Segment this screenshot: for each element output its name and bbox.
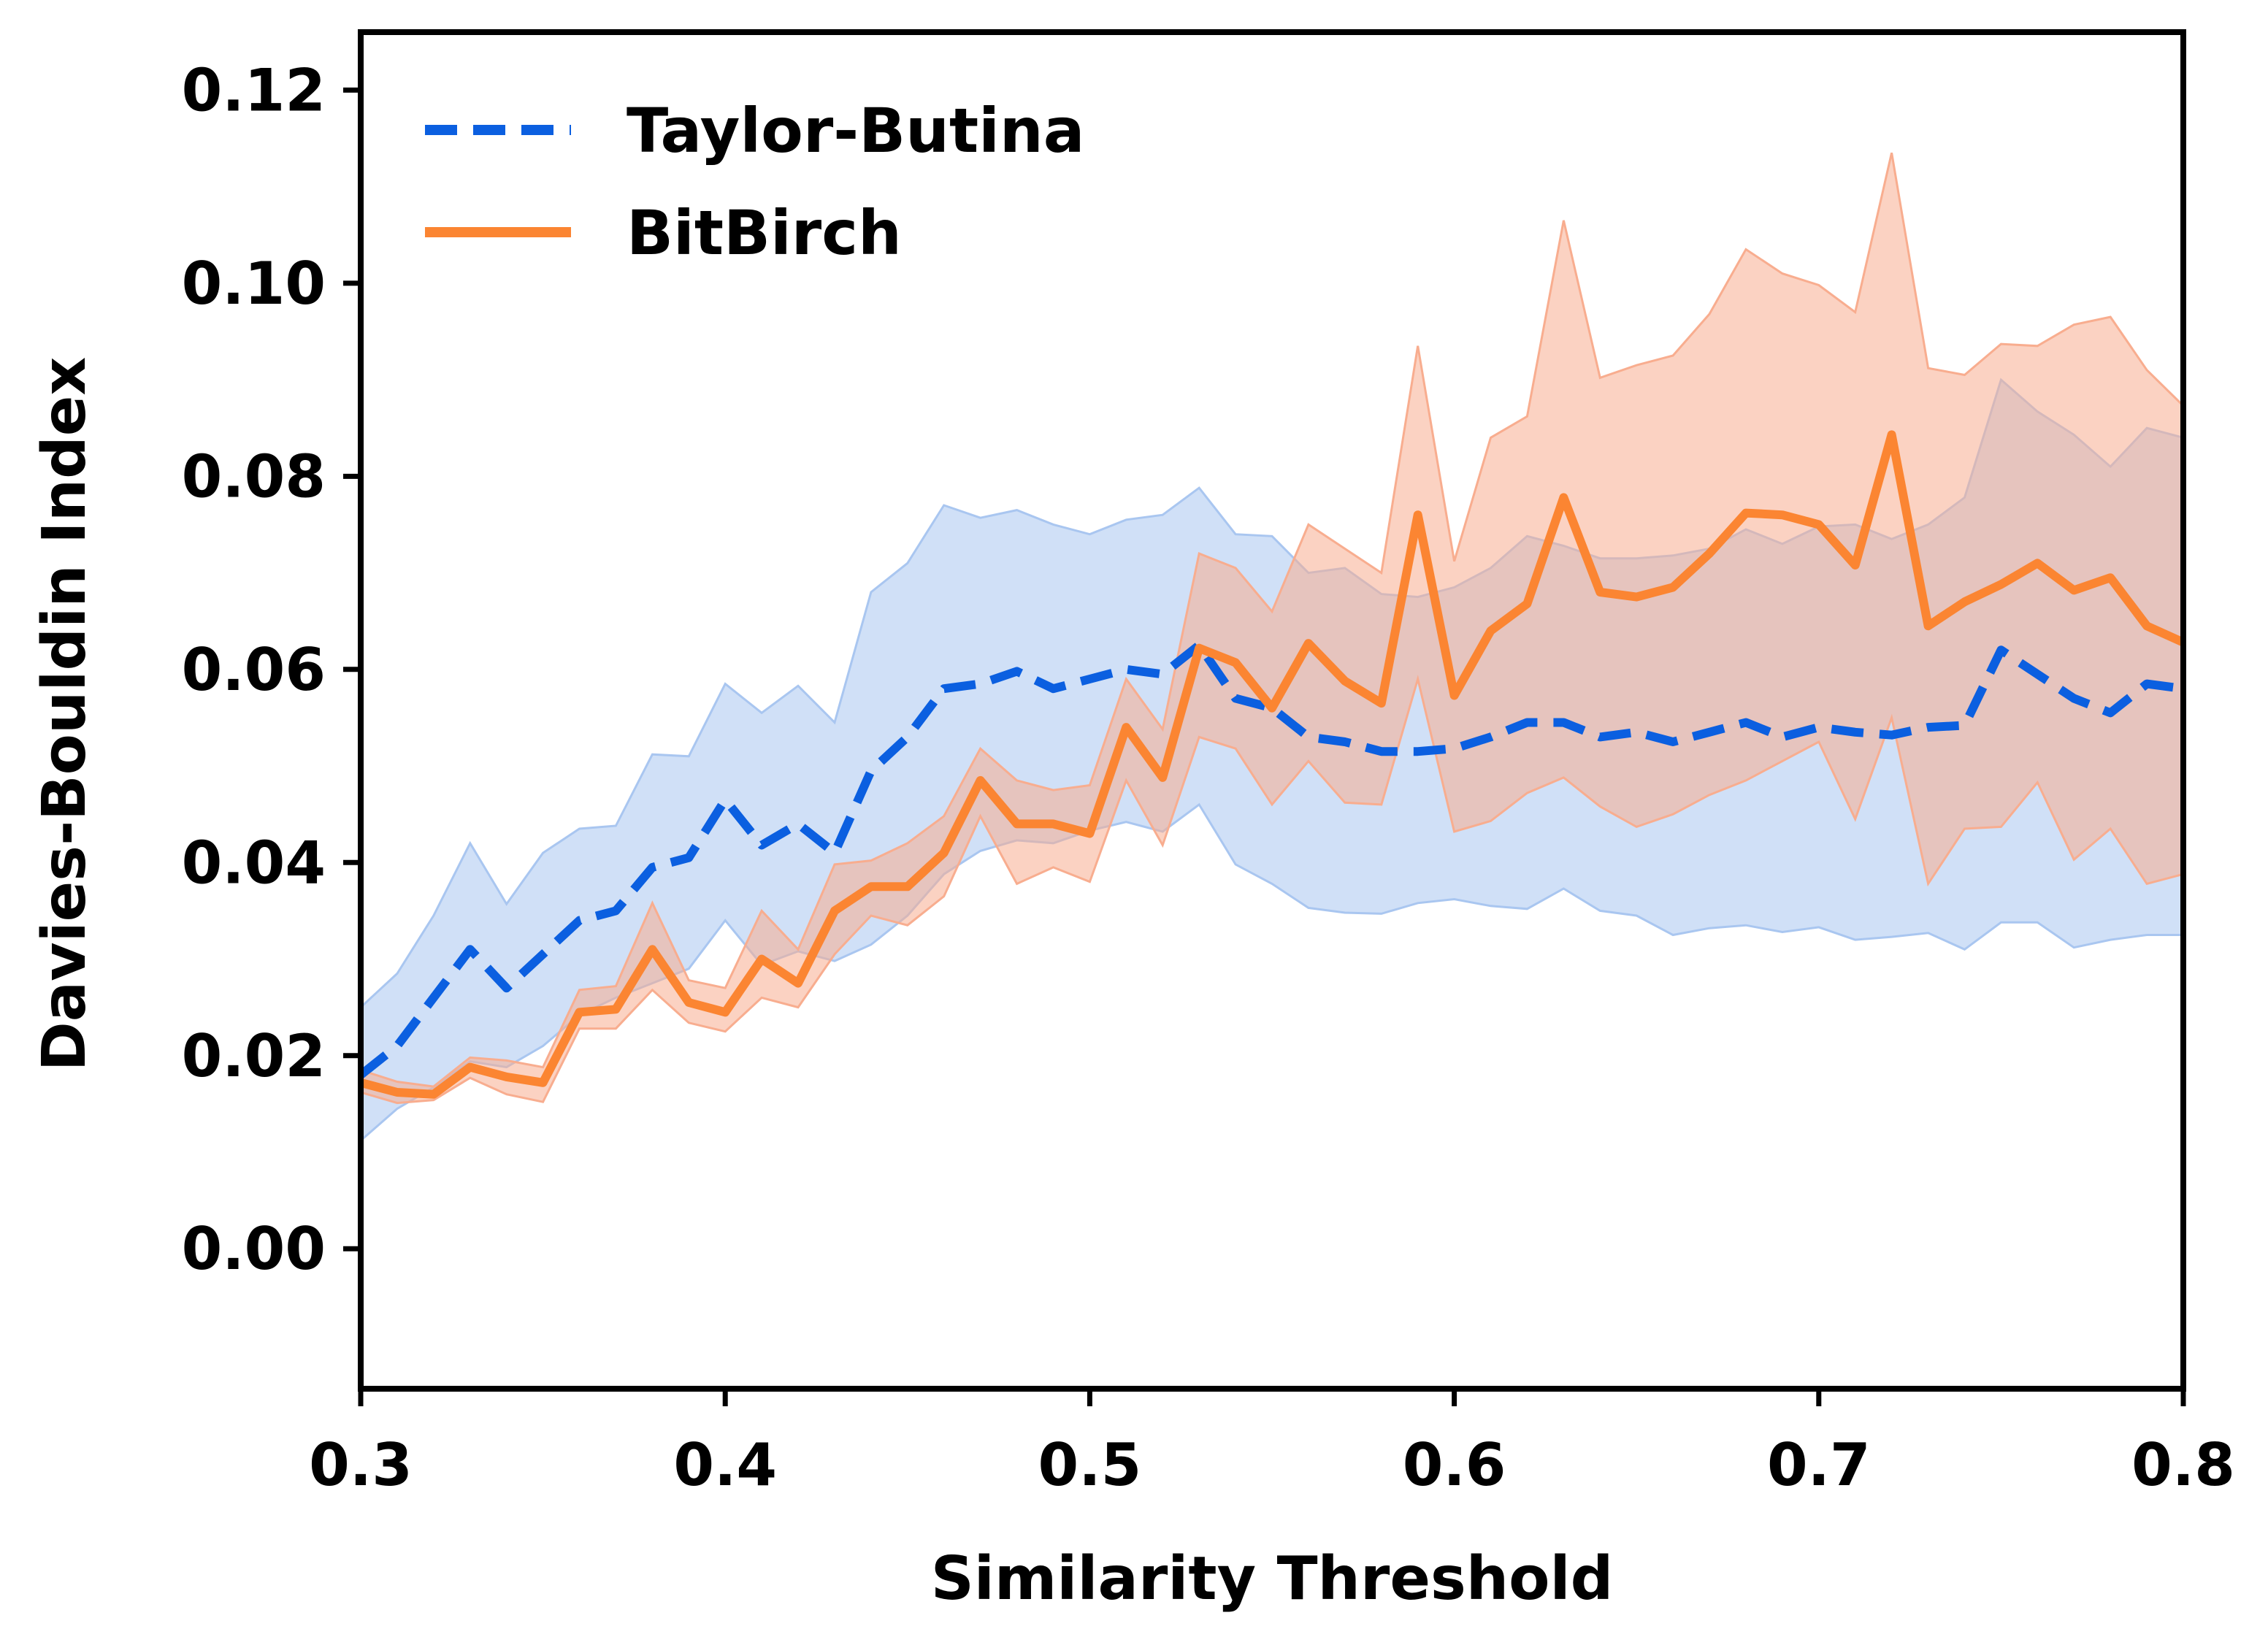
x-tick-label: 0.6 <box>1403 1431 1506 1499</box>
legend: Taylor-Butina BitBirch <box>425 95 1084 269</box>
x-tick-label: 0.7 <box>1767 1431 1871 1499</box>
band-bitbirch <box>359 152 2185 1105</box>
line-bitbirch <box>359 430 2185 1099</box>
y-tick-label: 0.10 <box>182 250 326 318</box>
plot-frame <box>358 29 2186 1392</box>
y-tick-label: 0.08 <box>182 442 326 510</box>
legend-label-taylor-butina: Taylor-Butina <box>627 95 1084 166</box>
x-axis-ticks: 0.3 0.4 0.5 0.6 0.7 0.8 <box>309 1389 2235 1499</box>
y-tick-label: 0.12 <box>182 56 326 124</box>
y-tick-label: 0.02 <box>182 1022 326 1090</box>
y-tick-label: 0.06 <box>182 636 326 704</box>
x-tick-label: 0.8 <box>2131 1431 2235 1499</box>
series-lines <box>358 430 2185 1099</box>
x-axis-label: Similarity Threshold <box>931 1544 1614 1614</box>
y-axis-ticks: 0.00 0.02 0.04 0.06 0.08 0.10 0.12 <box>182 56 361 1283</box>
y-axis-label: Davies-Bouldin Index <box>30 357 99 1072</box>
y-tick-label: 0.04 <box>182 829 326 897</box>
confidence-bands <box>359 152 2185 1143</box>
line-taylor-butina <box>358 640 2184 1078</box>
legend-label-bitbirch: BitBirch <box>627 197 902 269</box>
x-tick-label: 0.3 <box>309 1431 413 1499</box>
x-tick-label: 0.5 <box>1038 1431 1142 1499</box>
y-tick-label: 0.00 <box>182 1215 326 1283</box>
x-tick-label: 0.4 <box>673 1431 777 1499</box>
